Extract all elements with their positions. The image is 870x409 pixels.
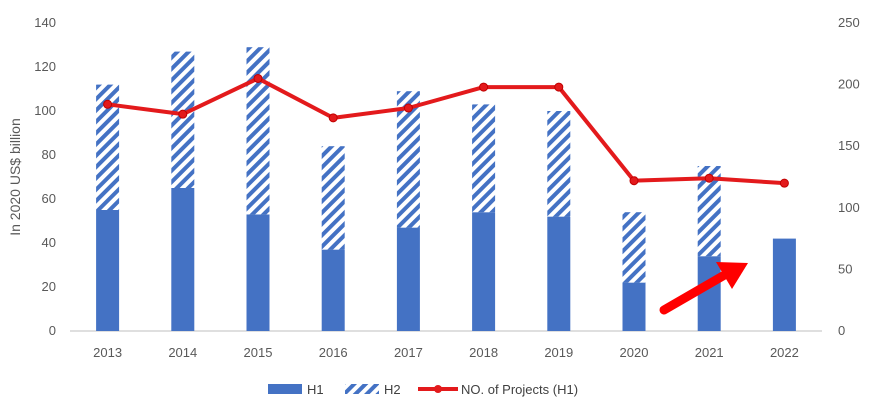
legend-h1-swatch [268, 384, 302, 394]
y-left-tick-label: 60 [42, 191, 56, 206]
projects-point [253, 73, 263, 83]
projects-point [103, 99, 113, 109]
x-tick-label: 2018 [469, 345, 498, 360]
axes: 0 20 40 60 80 100 120 140 0 50 100 150 200 250 In 2020… [7, 15, 860, 360]
bar-h1 [321, 249, 345, 331]
projects-line [103, 73, 789, 188]
y-left-tick-label: 40 [42, 235, 56, 250]
y-left-tick-label: 0 [49, 323, 56, 338]
x-tick-label: 2016 [319, 345, 348, 360]
x-tick-label: 2021 [695, 345, 724, 360]
y-right-tick-label: 250 [838, 15, 860, 30]
bars [96, 47, 796, 331]
bar-h1 [472, 212, 496, 331]
bar-h2 [547, 111, 571, 217]
projects-point [178, 109, 188, 119]
annotation [659, 262, 748, 315]
legend-h2-label: H2 [384, 382, 401, 397]
projects-point [704, 173, 714, 183]
projects-point [554, 82, 564, 92]
bar-h2 [622, 212, 646, 283]
projects-line-path [107, 76, 785, 186]
x-tick-label: 2015 [244, 345, 273, 360]
y-right-tick-label: 200 [838, 77, 860, 92]
bar-h1 [171, 188, 195, 331]
bar-h2 [321, 146, 345, 250]
y-right-tick-label: 0 [838, 323, 845, 338]
bar-h2 [472, 104, 496, 213]
bar-h1 [246, 214, 270, 331]
legend-h2-swatch [345, 384, 379, 394]
bar-h2 [171, 51, 195, 188]
y-right-tick-label: 50 [838, 261, 852, 276]
projects-point [479, 82, 489, 92]
y-axis-title: In 2020 US$ billion [7, 118, 23, 236]
y-left-tick-label: 20 [42, 279, 56, 294]
y-right-tick-label: 150 [838, 138, 860, 153]
legend-h1-label: H1 [307, 382, 324, 397]
bar-h1 [96, 210, 120, 331]
y-right-tick-label: 100 [838, 200, 860, 215]
x-tick-label: 2022 [770, 345, 799, 360]
y-left-tick-label: 100 [34, 103, 56, 118]
bar-h1 [622, 282, 646, 331]
legend: H1 H2 NO. of Projects (H1) [268, 382, 578, 397]
projects-point [779, 178, 789, 188]
trend-arrow-head [716, 262, 748, 289]
x-tick-label: 2020 [620, 345, 649, 360]
y-left-tick-label: 140 [34, 15, 56, 30]
bar-h1 [772, 238, 796, 331]
legend-line-marker [434, 385, 442, 393]
x-tick-label: 2019 [544, 345, 573, 360]
bar-h2 [396, 91, 420, 228]
y-left-tick-label: 80 [42, 147, 56, 162]
bar-h1 [697, 256, 721, 331]
legend-line-label: NO. of Projects (H1) [461, 382, 578, 397]
bar-h2 [246, 47, 270, 215]
x-tick-label: 2013 [93, 345, 122, 360]
x-tick-label: 2014 [168, 345, 197, 360]
y-left-tick-label: 120 [34, 59, 56, 74]
projects-point [403, 103, 413, 113]
x-tick-label: 2017 [394, 345, 423, 360]
bar-h2 [96, 84, 120, 210]
projects-point [629, 176, 639, 186]
trend-arrow-shaft [659, 268, 733, 315]
bar-h1 [396, 227, 420, 331]
projects-point [328, 113, 338, 123]
bar-h2 [697, 166, 721, 257]
bar-h1 [547, 216, 571, 331]
